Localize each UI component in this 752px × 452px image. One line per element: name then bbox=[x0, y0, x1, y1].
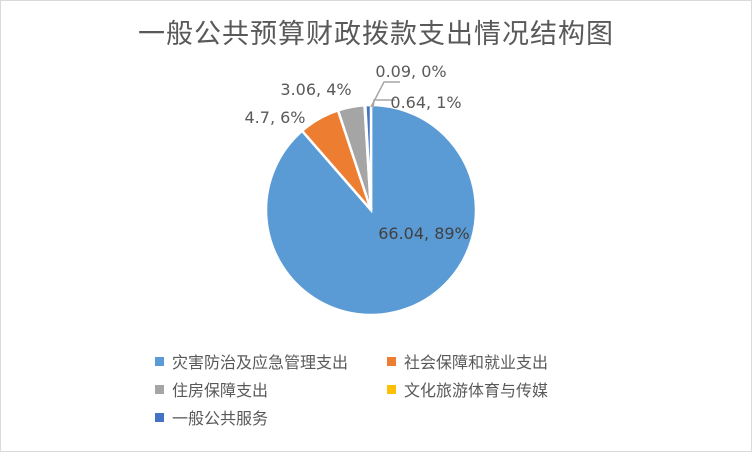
legend-swatch bbox=[387, 356, 396, 366]
legend-label: 住房保障支出 bbox=[172, 381, 269, 400]
leader-line-4 bbox=[372, 99, 395, 109]
data-label-0: 66.04, 89% bbox=[378, 224, 470, 243]
legend-label: 一般公共服务 bbox=[172, 409, 269, 428]
legend-swatch bbox=[387, 384, 396, 394]
legend-swatch bbox=[155, 384, 164, 394]
legend-item-0: 灾害防治及应急管理支出 bbox=[155, 350, 387, 372]
legend-item-4: 一般公共服务 bbox=[155, 406, 387, 428]
legend-swatch bbox=[155, 356, 164, 366]
leader-line-3 bbox=[370, 81, 400, 108]
data-label-2: 3.06, 4% bbox=[280, 80, 351, 99]
legend-item-2: 住房保障支出 bbox=[155, 378, 387, 400]
chart-title: 一般公共预算财政拨款支出情况结构图 bbox=[138, 19, 614, 50]
legend-item-1: 社会保障和就业支出 bbox=[387, 350, 619, 372]
data-label-1: 4.7, 6% bbox=[245, 108, 306, 127]
legend-swatch bbox=[155, 412, 164, 422]
legend: 灾害防治及应急管理支出 社会保障和就业支出住房保障支出 文化旅游体育与传媒一般公共服… bbox=[155, 350, 625, 428]
legend-label: 文化旅游体育与传媒 bbox=[404, 381, 549, 400]
data-label-3: 0.09, 0% bbox=[375, 62, 446, 81]
pie-slice-4 bbox=[364, 103, 373, 211]
legend-label: 灾害防治及应急管理支出 bbox=[172, 353, 349, 372]
data-label-4: 0.64, 1% bbox=[390, 93, 461, 112]
legend-label: 社会保障和就业支出 bbox=[404, 353, 549, 372]
legend-item-3: 文化旅游体育与传媒 bbox=[387, 378, 619, 400]
